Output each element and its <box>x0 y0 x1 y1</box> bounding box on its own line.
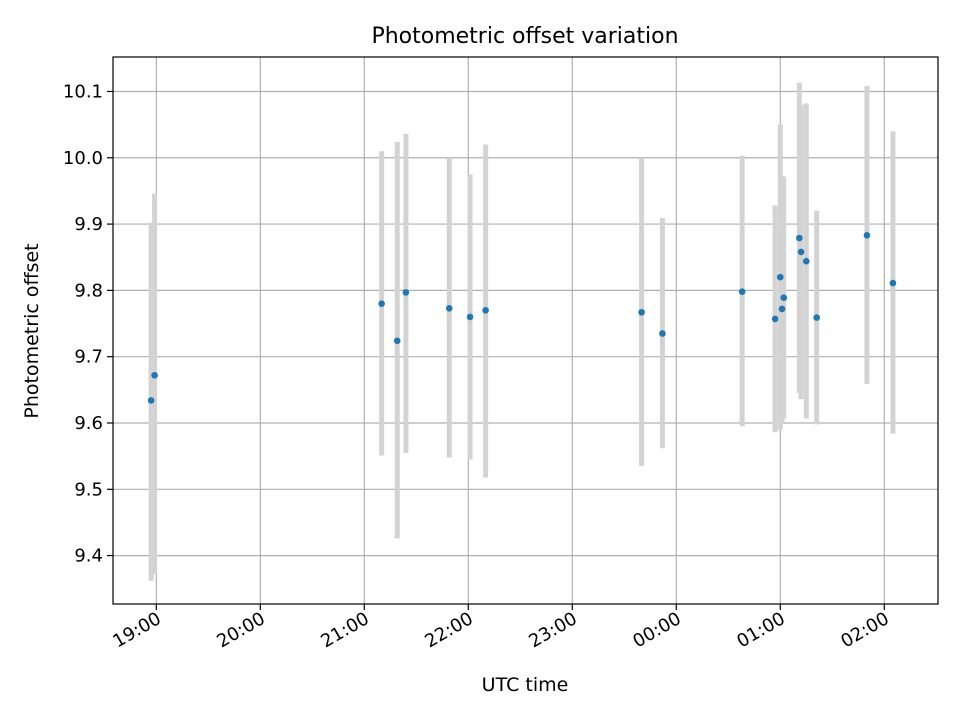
data-point <box>780 294 788 301</box>
grid-layer <box>113 57 938 604</box>
data-point <box>802 257 810 265</box>
data-point <box>778 305 786 313</box>
data-point <box>466 313 474 321</box>
y-tick-label: 9.7 <box>74 347 103 368</box>
y-tick-label: 10.0 <box>63 148 103 169</box>
chart-title: Photometric offset variation <box>371 24 678 49</box>
data-point <box>638 308 645 316</box>
data-point <box>797 248 805 256</box>
data-point <box>771 315 779 323</box>
y-axis-label: Photometric offset <box>21 243 43 418</box>
y-tick-label: 9.9 <box>74 214 103 235</box>
y-axis-ticks: 9.4 9.5 9.6 9.7 9.8 9.9 10.0 10.1 <box>63 81 113 567</box>
data-point <box>378 300 385 307</box>
y-tick-label: 10.1 <box>63 81 103 102</box>
x-axis-label: UTC time <box>482 674 569 696</box>
data-point <box>889 279 897 287</box>
data-point <box>659 330 666 337</box>
data-point <box>863 232 871 239</box>
data-point <box>776 273 784 281</box>
point-layer <box>147 232 897 404</box>
plot-frame <box>112 56 939 605</box>
y-tick-label: 9.6 <box>74 413 103 434</box>
y-tick-label: 9.5 <box>74 479 103 500</box>
y-tick-label: 9.8 <box>74 280 103 301</box>
data-point <box>393 337 401 345</box>
data-point <box>151 371 158 379</box>
data-point <box>813 314 820 321</box>
data-point <box>147 397 155 404</box>
data-point <box>738 288 746 296</box>
data-point <box>402 289 410 296</box>
y-tick-label: 9.4 <box>74 546 103 567</box>
data-point <box>445 304 453 312</box>
data-point <box>796 234 803 242</box>
data-point <box>482 306 489 314</box>
